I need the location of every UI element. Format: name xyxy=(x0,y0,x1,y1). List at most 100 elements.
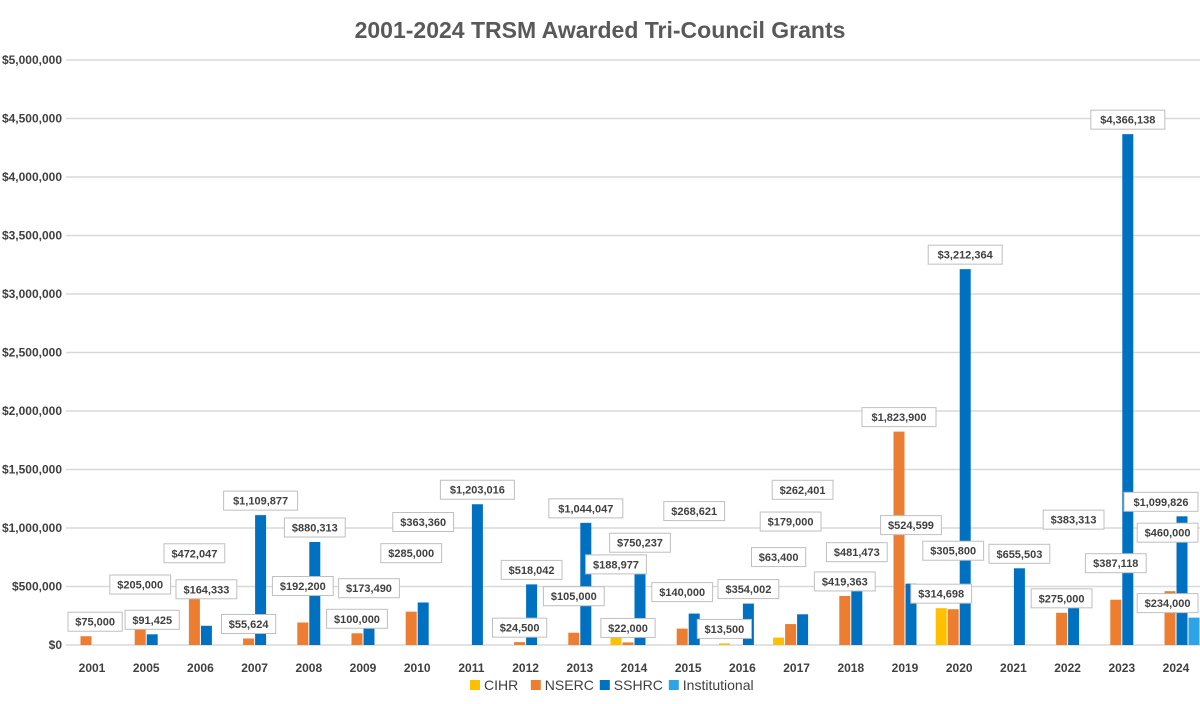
data-label-box xyxy=(651,582,714,603)
data-label-sshrc-2024: $1,099,826 xyxy=(1123,491,1199,512)
bar-nserc-2017 xyxy=(785,624,797,645)
data-label-box xyxy=(922,540,985,561)
y-tick-label: $500,000 xyxy=(12,580,62,594)
data-label-text: $192,200 xyxy=(280,581,326,593)
data-label-text: $55,624 xyxy=(229,619,270,631)
data-label-text: $750,237 xyxy=(617,538,663,550)
data-label-box xyxy=(771,479,834,500)
data-label-text: $262,401 xyxy=(780,485,826,497)
data-label-nserc-2023: $387,118 xyxy=(1084,553,1147,574)
bar-cihr-2016 xyxy=(718,643,730,645)
bar-nserc-2023 xyxy=(1110,599,1122,645)
data-label-sshrc-2015: $268,621 xyxy=(663,501,726,522)
data-label-text: $383,313 xyxy=(1051,515,1097,527)
legend-swatch-institutional xyxy=(668,680,679,690)
bar-nserc-2010 xyxy=(405,611,417,645)
data-label-nserc-2013: $105,000 xyxy=(542,586,605,607)
data-label-sshrc-2017: $262,401 xyxy=(771,479,834,500)
bar-sshrc-2020 xyxy=(959,269,971,645)
data-label-text: $105,000 xyxy=(551,591,597,603)
data-label-nserc-2019: $1,823,900 xyxy=(861,407,937,428)
data-labels: $75,000 $205,000 $91,425 $472,047 $164,333 $5… xyxy=(67,109,1199,639)
x-tick-label: 2024 xyxy=(1163,661,1190,675)
x-tick-label: 2023 xyxy=(1108,661,1135,675)
data-label-box xyxy=(1090,109,1166,130)
data-label-nserc-2001: $75,000 xyxy=(67,611,123,632)
bar-nserc-2022 xyxy=(1056,612,1068,645)
bar-sshrc-2009 xyxy=(363,624,375,645)
data-label-box xyxy=(175,579,238,600)
data-label-box xyxy=(1123,491,1199,512)
bar-sshrc-2018 xyxy=(851,588,863,645)
data-label-text: $524,599 xyxy=(888,520,934,532)
bar-sshrc-2014 xyxy=(634,557,646,645)
data-label-box xyxy=(439,479,515,500)
legend-label-cihr: CIHR xyxy=(484,677,518,693)
data-label-box xyxy=(500,559,563,580)
x-tick-label: 2010 xyxy=(404,661,431,675)
bar-sshrc-2023 xyxy=(1122,134,1134,645)
data-label-text: $419,363 xyxy=(822,576,868,588)
bar-nserc-2019 xyxy=(893,431,905,645)
data-label-sshrc-2014: $750,237 xyxy=(609,532,671,553)
data-label-nserc-2024: $460,000 xyxy=(1136,522,1199,543)
data-label-text: $4,366,138 xyxy=(1100,115,1155,127)
data-label-box xyxy=(600,617,656,638)
y-axis-ticks: $0 $500,000 $1,000,000 $1,500,000 $2,000,000… xyxy=(2,53,62,652)
data-label-cihr-2020: $314,698 xyxy=(910,583,973,604)
data-label-text: $363,360 xyxy=(400,517,446,529)
data-label-nserc-2018: $419,363 xyxy=(813,571,876,592)
data-label-text: $1,823,900 xyxy=(871,412,926,424)
data-label-box xyxy=(271,576,334,597)
bar-sshrc-2012 xyxy=(526,584,538,645)
bar-sshrc-2019 xyxy=(905,583,917,645)
bar-nserc-2001 xyxy=(80,636,92,645)
data-label-box xyxy=(109,574,172,595)
legend-label-nserc: NSERC xyxy=(545,677,594,693)
data-label-text: $63,400 xyxy=(759,552,799,564)
data-label-sshrc-2018: $481,473 xyxy=(825,542,888,563)
data-label-nserc-2012: $24,500 xyxy=(492,617,548,638)
y-tick-label: $4,500,000 xyxy=(2,112,62,126)
data-label-text: $234,000 xyxy=(1145,598,1191,610)
y-tick-label: $3,500,000 xyxy=(2,229,62,243)
x-tick-label: 2005 xyxy=(133,661,160,675)
y-tick-label: $4,000,000 xyxy=(2,170,62,184)
bar-sshrc-2021 xyxy=(1013,568,1025,645)
data-label-text: $22,000 xyxy=(608,623,648,635)
data-label-text: $1,044,047 xyxy=(558,503,613,515)
x-tick-label: 2019 xyxy=(892,661,919,675)
data-label-box xyxy=(717,579,780,600)
data-label-box xyxy=(988,543,1051,564)
data-label-nserc-2007: $55,624 xyxy=(221,613,277,634)
data-label-text: $24,500 xyxy=(500,623,540,635)
bar-nserc-2013 xyxy=(568,632,580,645)
data-label-box xyxy=(163,543,226,564)
data-label-cihr-2017: $63,400 xyxy=(751,547,807,568)
bar-sshrc-2006 xyxy=(200,625,212,645)
data-label-text: $275,000 xyxy=(1039,593,1085,605)
data-label-text: $1,109,877 xyxy=(233,496,288,508)
data-label-nserc-2015: $140,000 xyxy=(651,582,714,603)
data-label-sshrc-2008: $880,313 xyxy=(283,517,346,538)
data-label-text: $268,621 xyxy=(671,506,717,518)
data-label-text: $3,212,364 xyxy=(938,250,994,262)
data-label-text: $880,313 xyxy=(292,523,338,535)
data-label-nserc-2008: $192,200 xyxy=(271,576,334,597)
y-tick-label: $5,000,000 xyxy=(2,53,62,67)
bar-nserc-2009 xyxy=(351,633,363,645)
data-label-box xyxy=(1030,588,1093,609)
x-tick-label: 2009 xyxy=(350,661,377,675)
bar-nserc-2007 xyxy=(243,638,255,645)
data-label-sshrc-2013: $1,044,047 xyxy=(548,498,624,519)
data-label-box xyxy=(223,490,299,511)
data-label-box xyxy=(1136,522,1199,543)
data-label-nserc-2006: $472,047 xyxy=(163,543,226,564)
data-label-box xyxy=(759,511,822,532)
y-tick-label: $3,000,000 xyxy=(2,287,62,301)
x-tick-label: 2016 xyxy=(729,661,756,675)
data-label-text: $91,425 xyxy=(132,615,172,627)
x-tick-label: 2011 xyxy=(458,661,484,675)
data-label-sshrc-2005: $91,425 xyxy=(124,609,180,630)
data-label-institutional-2024: $234,000 xyxy=(1136,593,1199,614)
